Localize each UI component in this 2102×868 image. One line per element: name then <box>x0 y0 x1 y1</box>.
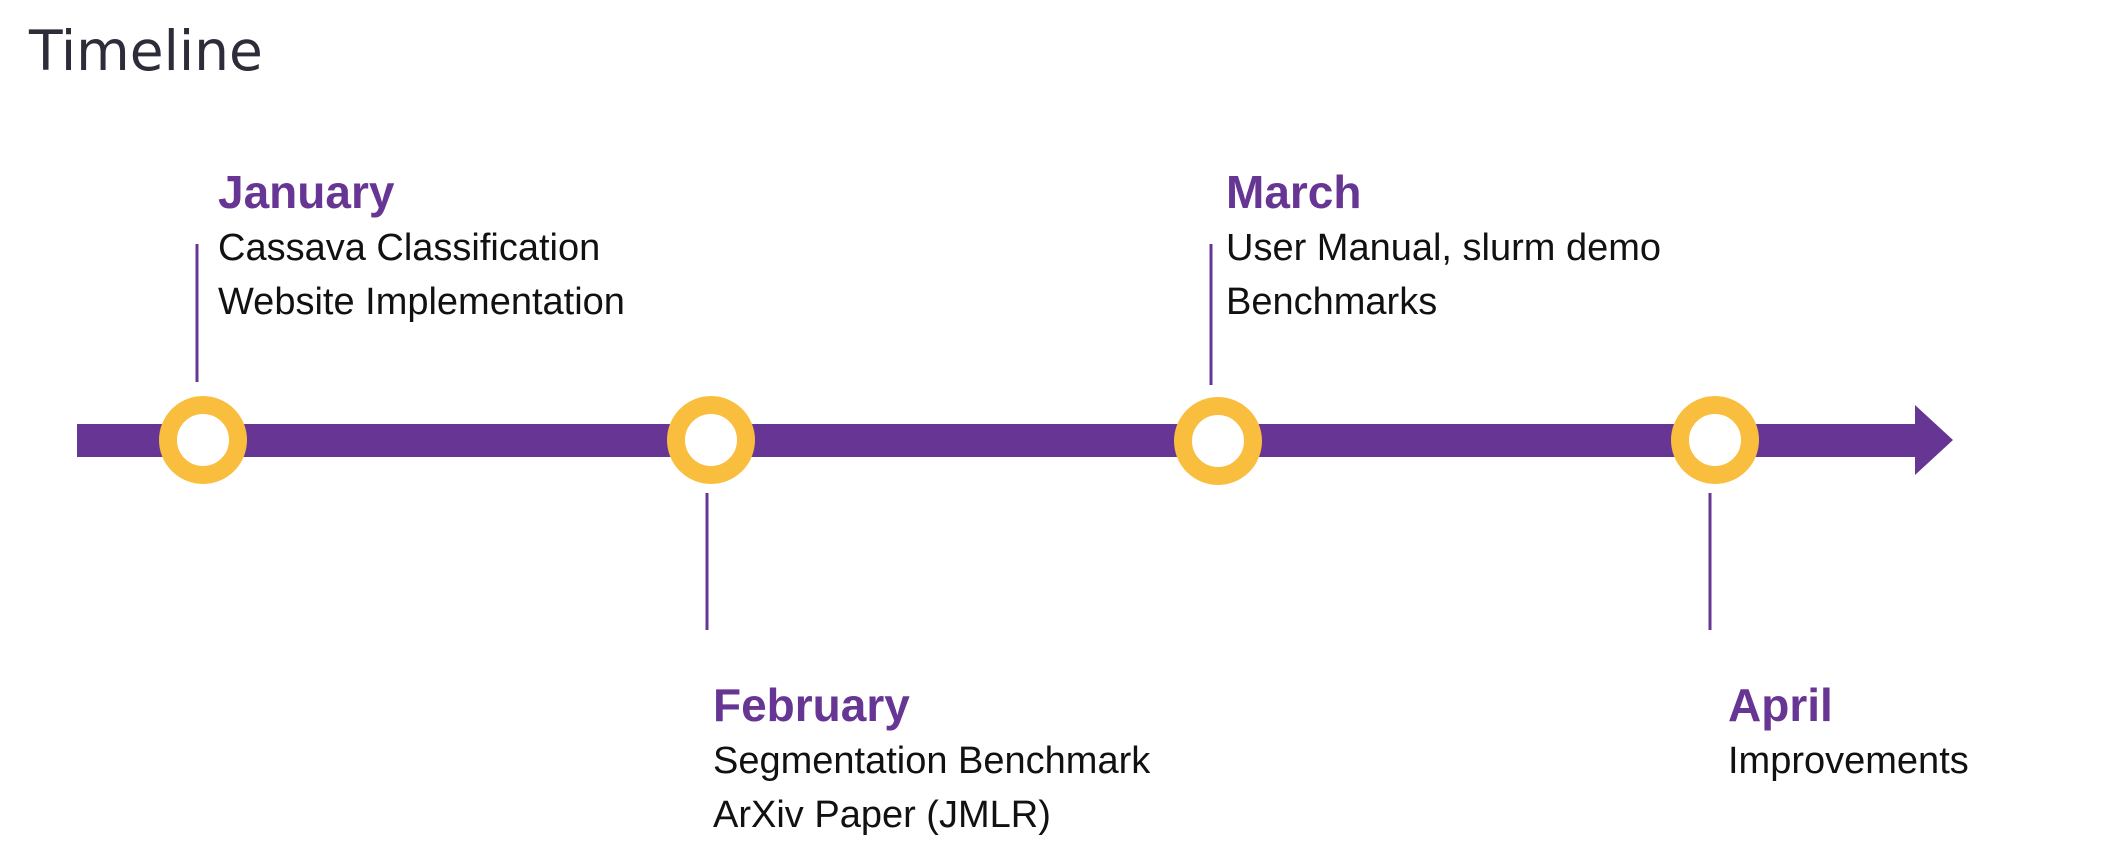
milestone-node-february <box>667 396 755 484</box>
milestone-detail-march-1: User Manual, slurm demo <box>1226 227 1662 269</box>
milestone-month-february: February <box>713 679 910 731</box>
milestone-node-march <box>1174 397 1262 485</box>
milestone-detail-february-2: ArXiv Paper (JMLR) <box>713 794 1051 836</box>
milestone-detail-january-2: Website Implementation <box>218 281 625 323</box>
milestone-february: February Segmentation Benchmark ArXiv Pa… <box>713 676 1150 842</box>
milestone-march: March User Manual, slurm demo Benchmarks <box>1226 163 1661 329</box>
milestone-detail-march-2: Benchmarks <box>1226 281 1438 323</box>
milestone-month-january: January <box>218 166 395 218</box>
milestone-node-january <box>159 396 247 484</box>
milestone-detail-february-1: Segmentation Benchmark <box>713 740 1151 782</box>
milestone-april: April Improvements <box>1728 676 1969 788</box>
milestone-month-march: March <box>1226 166 1362 218</box>
milestone-january: January Cassava Classification Website I… <box>218 163 625 329</box>
milestone-detail-january-1: Cassava Classification <box>218 227 601 269</box>
page-title: Timeline <box>29 19 263 83</box>
milestone-month-april: April <box>1728 679 1833 731</box>
milestone-detail-april-1: Improvements <box>1728 740 1969 782</box>
arrow-head-icon <box>1915 405 1953 475</box>
milestone-node-april <box>1671 396 1759 484</box>
timeline-axis <box>77 424 1917 457</box>
